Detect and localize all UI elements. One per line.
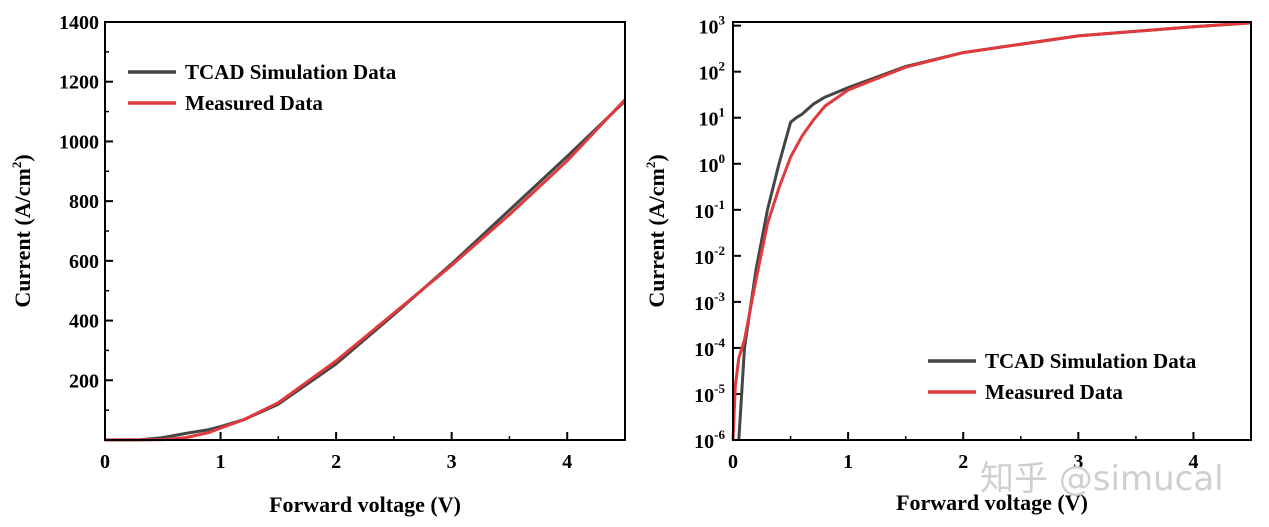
left-x-tick-label: 4	[562, 451, 572, 473]
right-y-title-close: )	[644, 154, 669, 161]
right-x-tick-label: 1	[843, 451, 853, 473]
left-y-tick-label: 1200	[59, 72, 99, 94]
left-x-tick-label: 1	[216, 451, 226, 473]
right-y-tick-label: 100	[699, 151, 726, 177]
left-ticks	[104, 21, 569, 440]
left-tick-labels: 0 1 2 3 4 200 400 600 800 1000 1200 1400	[59, 12, 572, 473]
left-y-axis-title: Current (A/cm2)	[9, 154, 35, 307]
right-y-title-sup: 2	[643, 162, 658, 169]
left-y-title-sup: 2	[9, 162, 24, 169]
right-x-tick-label: 4	[1188, 451, 1198, 473]
left-x-tick-label: 2	[331, 451, 341, 473]
left-y-tick-label: 400	[69, 311, 99, 333]
left-x-axis-title: Forward voltage (V)	[269, 492, 461, 517]
left-y-tick-label: 600	[69, 251, 99, 273]
left-y-tick-label: 1000	[59, 131, 99, 153]
left-y-tick-label: 200	[69, 370, 99, 392]
left-legend-label-meas: Measured Data	[185, 91, 323, 115]
right-y-tick-label: 101	[699, 105, 726, 131]
right-y-tick-label: 10-1	[694, 197, 725, 223]
right-series-lines	[731, 21, 1252, 441]
left-chart: 0 1 2 3 4 200 400 600 800 1000 1200 1400 Forward vo…	[9, 12, 627, 517]
right-y-title-main: Current (A/cm	[644, 168, 669, 308]
right-plot-frame	[732, 21, 1252, 441]
right-x-tick-label: 3	[1073, 451, 1083, 473]
right-y-tick-label: 10-3	[694, 289, 725, 315]
right-y-tick-label: 103	[699, 13, 726, 39]
watermark: 知乎 @simucal	[980, 459, 1224, 499]
right-y-tick-label: 10-4	[694, 335, 725, 361]
left-series-sim-line	[104, 100, 627, 442]
left-y-tick-label: 1400	[59, 12, 99, 34]
right-y-tick-label: 10-5	[694, 381, 725, 407]
right-y-tick-label: 102	[699, 59, 726, 85]
left-series-lines	[104, 98, 627, 442]
right-tick-labels: 0 1 2 3 4 10-6 10-5 10-4 10-3 10-2 10-1 100 101 102 10…	[694, 13, 1198, 473]
left-plot-frame	[104, 21, 626, 441]
right-legend: TCAD Simulation Data Measured Data	[928, 349, 1197, 404]
right-legend-label-meas: Measured Data	[985, 380, 1123, 404]
right-series-sim-line	[737, 21, 1252, 441]
left-x-tick-label: 3	[447, 451, 457, 473]
left-y-title-close: )	[10, 154, 35, 161]
right-chart: 0 1 2 3 4 10-6 10-5 10-4 10-3 10-2 10-1 100 101 102 10…	[643, 13, 1252, 515]
left-x-tick-label: 0	[100, 451, 110, 473]
right-y-tick-label: 10-6	[694, 427, 725, 453]
left-series-meas-line	[104, 98, 627, 442]
left-legend: TCAD Simulation Data Measured Data	[128, 60, 397, 115]
right-y-tick-label: 10-2	[694, 243, 725, 269]
right-x-tick-label: 2	[958, 451, 968, 473]
left-y-title-main: Current (A/cm	[10, 168, 35, 308]
right-x-tick-label: 0	[728, 451, 738, 473]
left-legend-label-sim: TCAD Simulation Data	[185, 60, 397, 84]
right-y-axis-title: Current (A/cm2)	[643, 154, 669, 307]
right-series-meas-line	[731, 21, 1252, 441]
right-legend-label-sim: TCAD Simulation Data	[985, 349, 1197, 373]
right-x-axis-title: Forward voltage (V)	[896, 490, 1088, 515]
right-ticks	[732, 24, 1195, 441]
left-y-tick-label: 800	[69, 191, 99, 213]
